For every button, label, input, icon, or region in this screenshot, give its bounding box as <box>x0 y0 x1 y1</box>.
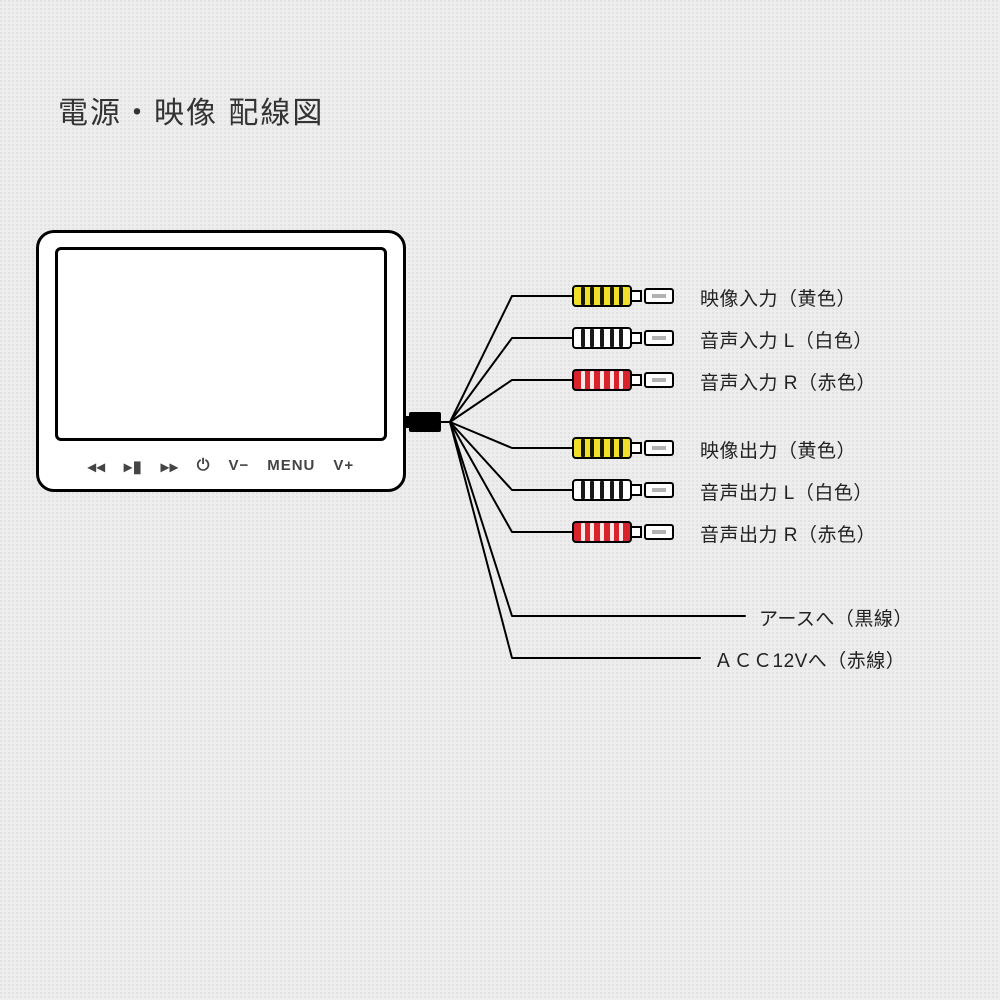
connector-label: 音声入力 R（赤色） <box>700 368 876 395</box>
rca-connector <box>572 434 678 462</box>
menu-label: MENU <box>267 457 315 477</box>
page-title: 電源・映像 配線図 <box>58 88 324 132</box>
monitor-button-row: ◂◂ ▸▮ ▸▸ ⏻ V− MENU V+ <box>39 457 403 477</box>
forward-icon: ▸▸ <box>161 457 179 477</box>
connector-label: 音声入力 L（白色） <box>700 326 873 353</box>
vol-down-label: V− <box>228 457 249 477</box>
rca-connector <box>572 366 678 394</box>
rca-connector <box>572 476 678 504</box>
wire-label: ＡＣＣ12Vへ（赤線） <box>714 646 905 673</box>
vol-up-label: V+ <box>333 457 354 477</box>
cable-plug <box>409 412 441 432</box>
connector-label: 映像入力（黄色） <box>700 284 856 311</box>
rewind-icon: ◂◂ <box>88 457 106 477</box>
connector-label: 音声出力 R（赤色） <box>700 520 876 547</box>
play-pause-icon: ▸▮ <box>124 457 143 477</box>
connector-label: 映像出力（黄色） <box>700 436 856 463</box>
monitor-screen <box>55 247 387 441</box>
rca-connector <box>572 282 678 310</box>
monitor-device: ◂◂ ▸▮ ▸▸ ⏻ V− MENU V+ <box>36 230 406 492</box>
connector-label: 音声出力 L（白色） <box>700 478 873 505</box>
wire-label: アースへ（黒線） <box>759 604 913 631</box>
rca-connector <box>572 324 678 352</box>
rca-connector <box>572 518 678 546</box>
power-icon: ⏻ <box>197 457 211 477</box>
